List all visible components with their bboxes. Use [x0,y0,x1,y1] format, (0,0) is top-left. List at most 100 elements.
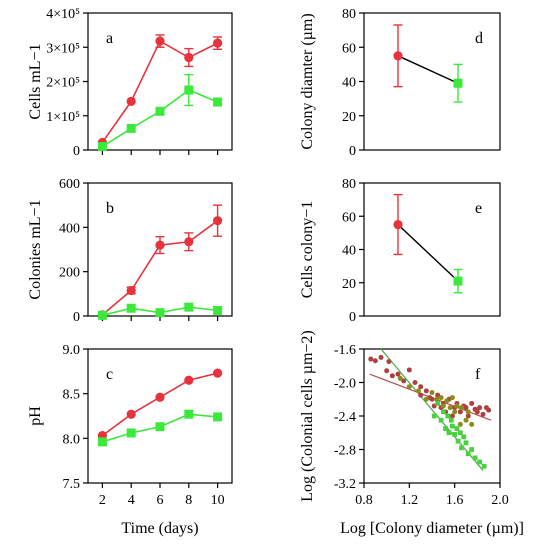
x-tick-label: 0.8 [355,493,373,508]
data-point [184,409,194,419]
scatter-point [477,405,483,411]
y-tick-label: 400 [59,221,80,236]
scatter-point [465,409,471,415]
y-axis-label: Log (Colonial cells µm−2) [299,330,316,502]
panel-label: a [106,30,113,47]
y-tick-label: 60 [342,210,356,225]
y-tick-label: 4×10⁵ [46,7,80,22]
data-point [184,237,194,247]
y-tick-label: 40 [342,244,356,259]
x-axis-label: Log [Colony diameter (µm)] [340,520,524,537]
scatter-point [457,430,463,436]
scatter-point [378,354,384,360]
scatter-point [446,430,452,436]
series-1 [97,73,223,152]
data-point [184,52,194,63]
data-point [126,428,136,438]
data-point [126,303,136,313]
scatter-point [454,426,460,431]
data-point [155,308,165,318]
data-point [453,276,463,286]
y-tick-label: 2×10⁵ [46,76,80,91]
scatter-point [445,413,451,419]
y-tick-label: 7.5 [63,477,81,492]
x-tick-label: 1.6 [446,493,464,508]
scatter-point [449,395,455,401]
series-line [101,39,218,143]
y-tick-label: 200 [59,266,80,281]
scatter-point [395,371,401,377]
panel-e: Cells colony−1 e [299,182,501,317]
connecting-line [397,55,459,84]
series-1 [97,302,223,320]
scatter-point [368,356,374,362]
scatter-point [418,392,424,398]
scatter-point [397,375,403,381]
scatter-point [465,451,471,457]
data-point [213,412,223,422]
data-point [97,310,107,320]
panel-label: f [475,366,481,383]
scatter-series-0 [368,354,492,419]
data-point [213,368,223,378]
scatter-point [457,421,463,427]
series-line [101,220,219,316]
x-tick-label: 1.2 [401,493,419,508]
connecting-line [397,224,459,282]
panel-c: 2 4 6 8 10 pH Time (days) c [27,348,233,537]
data-point [155,106,165,116]
scatter-point [486,407,492,413]
data-point [213,97,223,107]
panel-label: c [106,366,113,383]
y-tick-label: -2.4 [334,410,356,425]
y-tick-label: 8.0 [63,432,81,447]
scatter-point [469,400,475,406]
y-axis-label: Cells mL−1 [27,43,44,119]
panel-a: Cells mL−1 a [27,12,233,155]
series-0 [97,34,223,148]
y-tick-label: 20 [342,277,356,292]
y-tick-label: 0 [349,310,356,325]
data-point [97,437,107,447]
x-tick-label: 2 [99,493,106,508]
y-tick-label: 0 [73,310,80,325]
scatter-point [429,396,435,402]
scatter-point [463,417,469,423]
y-tick-label: 60 [342,41,356,56]
data-point [453,78,463,88]
fit-line [380,348,484,471]
scatter-point [457,409,463,415]
scatter-point [469,447,475,452]
scatter-series-1 [397,375,475,427]
x-tick-label: 10 [211,493,225,508]
scatter-point [449,413,455,419]
scatter-point [434,396,440,402]
data-point [155,392,165,402]
scatter-point [472,455,478,461]
scatter-point [429,390,435,396]
y-axis-label: Cells colony−1 [299,201,316,298]
panels: Cells mL−1 a 0 1×10⁵ 2×10⁵ 3×10⁵ 4×10⁵ Colonies… [27,7,524,537]
scatter-point [454,403,460,409]
scatter-point [463,405,469,411]
y-tick-label: -1.6 [334,343,356,358]
x-tick-label: 6 [157,493,164,508]
data-point [213,305,223,315]
data-point [184,375,194,385]
data-point [213,216,223,226]
scatter-point [469,421,475,427]
series-0 [97,204,223,320]
x-tick-label: 8 [185,493,192,508]
panel-label: b [106,200,114,217]
scatter-point [412,380,418,385]
scatter-point [452,432,458,437]
scatter-point [406,367,412,373]
y-tick-label: -3.2 [334,477,356,492]
panel-label: d [475,30,483,47]
y-tick-label: 20 [342,110,356,125]
y-tick-label: 0 [349,144,356,159]
scatter-point [463,440,469,446]
y-tick-label: 80 [342,177,356,192]
scatter-point [481,463,487,469]
